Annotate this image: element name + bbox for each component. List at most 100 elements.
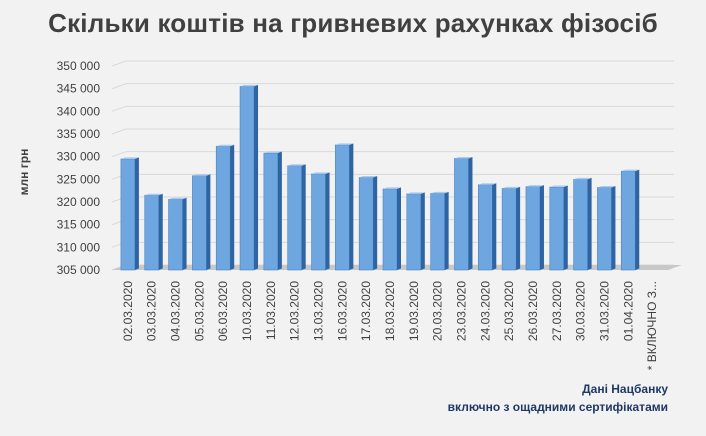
bar-side [539, 185, 544, 270]
bar-side [206, 174, 211, 270]
source-note: Дані Нацбанку [582, 382, 668, 396]
bar-top [621, 169, 640, 172]
bar-side [373, 176, 378, 270]
bar-side [587, 177, 592, 270]
bar-front [311, 173, 326, 271]
bar-top [525, 185, 544, 187]
bar-front [287, 165, 302, 271]
x-tick-label: 25.03.2020 [502, 281, 516, 341]
bar-top [406, 192, 425, 194]
bar-front [525, 186, 541, 271]
bar-top [216, 144, 235, 147]
bar-top [573, 177, 592, 180]
bar [192, 174, 211, 271]
x-tick-label: 03.03.2020 [145, 281, 159, 341]
bar-front [454, 158, 469, 271]
x-tick-label: 23.03.2020 [454, 281, 468, 341]
y-tick-labels: 305 000 310 000 315 000 320 000 325 000 330 0… [57, 59, 101, 277]
x-tick-label: 24.03.2020 [478, 281, 492, 341]
bar [454, 156, 473, 271]
bar-front [263, 152, 279, 271]
bar [239, 84, 259, 271]
bar-top [120, 157, 139, 159]
bar [549, 185, 568, 271]
bar-front [430, 193, 445, 271]
bar-front [335, 144, 350, 271]
bar-front [144, 194, 160, 271]
comment-note: включно з ощадними сертифікатами [447, 400, 668, 414]
bar [478, 183, 497, 271]
bar [120, 157, 139, 271]
bar [358, 176, 378, 271]
bar-top [597, 185, 616, 188]
y-tick-label: 325 000 [57, 172, 101, 186]
bar [573, 177, 592, 271]
bar-top [168, 197, 187, 200]
bar [215, 144, 235, 271]
bar-side [492, 183, 497, 270]
bar-top [383, 187, 401, 189]
bar-front [501, 188, 517, 271]
y-tick-label: 310 000 [57, 240, 101, 254]
x-tick-label: 16.03.2020 [335, 281, 349, 341]
bar-top [454, 156, 473, 159]
x-tick-label: 10.03.2020 [240, 281, 254, 341]
x-tick-label: 31.03.2020 [597, 281, 611, 341]
bar [430, 191, 449, 271]
bar-front [192, 175, 207, 271]
x-tick-label: 02.03.2020 [121, 281, 135, 341]
bar-side [635, 169, 640, 270]
bar-top [549, 185, 568, 188]
bar-top [359, 176, 378, 178]
bar [287, 164, 306, 271]
bar-front [478, 184, 493, 271]
x-tick-labels: 02.03.2020 03.03.2020 04.03.2020 05.03.2020… [121, 281, 659, 371]
x-tick-label: 04.03.2020 [169, 281, 183, 341]
x-tick-label: * ВКЛЮЧНО З... [645, 281, 659, 370]
bar-side [397, 187, 401, 270]
y-tick-label: 315 000 [57, 218, 101, 232]
bar-front [549, 186, 565, 271]
x-tick-label: 19.03.2020 [407, 281, 421, 341]
bar [620, 169, 640, 271]
bar-side [254, 84, 259, 271]
y-tick-label: 320 000 [57, 195, 101, 209]
chart-title: Скільки коштів на гривневих рахунках фіз… [48, 8, 658, 38]
bar-side [230, 144, 235, 270]
bar-front [239, 86, 255, 271]
grid-line [111, 105, 674, 112]
y-tick-label: 330 000 [57, 150, 101, 164]
bar-side [563, 185, 568, 270]
y-tick-label: 345 000 [57, 82, 101, 96]
bar-front [597, 187, 612, 271]
bar-side [277, 151, 282, 270]
y-tick-label: 350 000 [57, 59, 101, 73]
bar [525, 185, 544, 271]
y-axis-label: млн грн [17, 148, 31, 196]
bar-front [406, 193, 422, 271]
bar-side [301, 164, 306, 270]
x-tick-label: 26.03.2020 [526, 281, 540, 341]
bars-layer [120, 84, 640, 271]
x-tick-label: 05.03.2020 [192, 281, 206, 341]
bar-top [287, 164, 306, 166]
bar-top [311, 172, 330, 174]
y-tick-label: 335 000 [57, 127, 101, 141]
bar-top [335, 143, 354, 145]
bar [144, 193, 163, 271]
bar-front [120, 158, 136, 271]
bar [311, 172, 330, 271]
bar [335, 143, 354, 271]
bar-side [611, 185, 616, 270]
bar [168, 197, 187, 271]
bar-top [502, 186, 521, 189]
bar-top [478, 183, 497, 185]
bar-side [182, 197, 187, 270]
x-tick-label: 13.03.2020 [312, 281, 326, 341]
bar [501, 186, 521, 271]
bar-side [134, 157, 139, 270]
grid-line [111, 60, 674, 67]
x-tick-label: 06.03.2020 [216, 281, 230, 341]
bar-top [240, 84, 259, 87]
x-tick-label: 27.03.2020 [550, 281, 564, 341]
